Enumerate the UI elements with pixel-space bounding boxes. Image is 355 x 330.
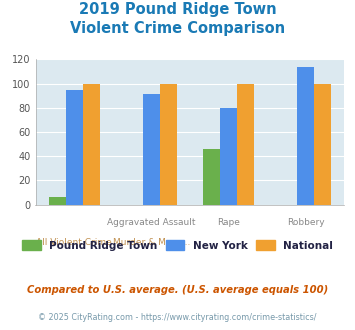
Bar [160, 83, 177, 205]
Text: © 2025 CityRating.com - https://www.cityrating.com/crime-statistics/: © 2025 CityRating.com - https://www.city… [38, 313, 317, 322]
Bar [203, 149, 220, 205]
Text: Violent Crime Comparison: Violent Crime Comparison [70, 21, 285, 36]
Bar [220, 108, 237, 205]
Text: Rape: Rape [217, 218, 240, 227]
Text: All Violent Crime: All Violent Crime [36, 238, 112, 247]
Text: Robbery: Robbery [287, 218, 324, 227]
Bar [237, 83, 254, 205]
Text: Aggravated Assault: Aggravated Assault [107, 218, 196, 227]
Bar [49, 197, 66, 205]
Bar [66, 90, 83, 205]
Text: Murder & Mans...: Murder & Mans... [113, 238, 190, 247]
Bar [314, 83, 331, 205]
Text: 2019 Pound Ridge Town: 2019 Pound Ridge Town [79, 2, 276, 16]
Legend: Pound Ridge Town, New York, National: Pound Ridge Town, New York, National [18, 236, 337, 255]
Bar [297, 67, 314, 205]
Bar [143, 94, 160, 205]
Text: Compared to U.S. average. (U.S. average equals 100): Compared to U.S. average. (U.S. average … [27, 285, 328, 295]
Bar [83, 83, 100, 205]
